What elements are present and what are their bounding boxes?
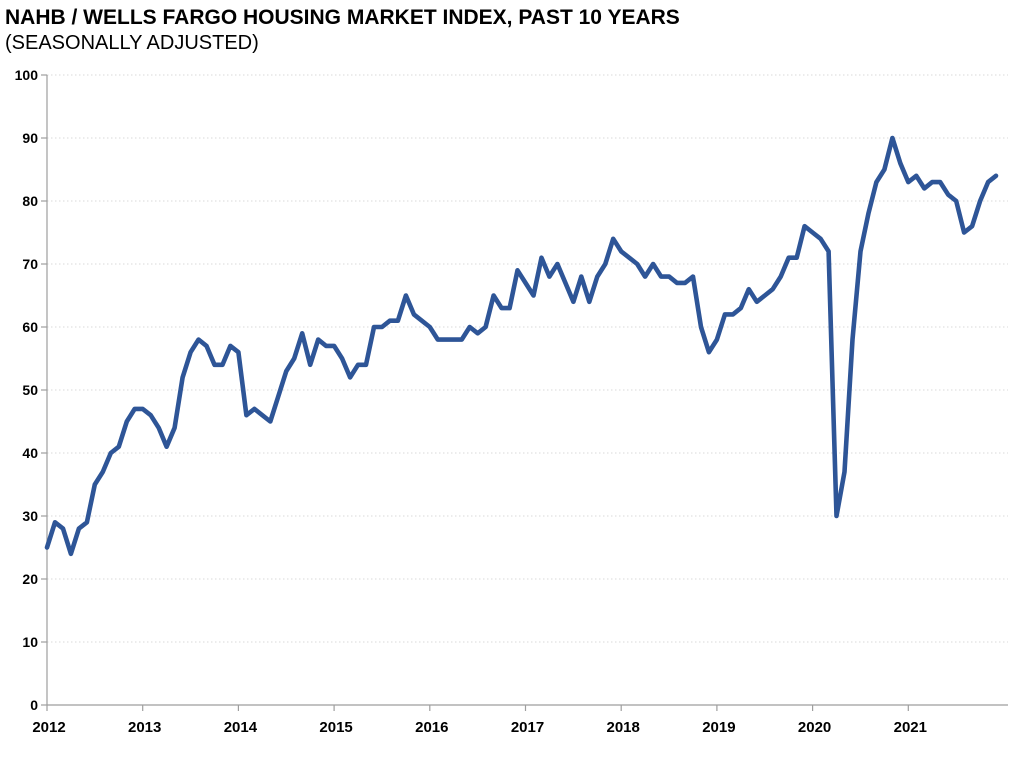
x-tick-label: 2014 xyxy=(224,719,258,736)
x-tick-label: 2013 xyxy=(128,719,161,736)
x-tick-label: 2015 xyxy=(319,719,352,736)
chart-title: NAHB / WELLS FARGO HOUSING MARKET INDEX,… xyxy=(5,6,680,29)
y-tick-label: 70 xyxy=(22,256,38,272)
y-tick-label: 10 xyxy=(22,634,38,650)
x-tick-label: 2019 xyxy=(702,719,735,736)
x-tick-label: 2016 xyxy=(415,719,448,736)
y-tick-label: 30 xyxy=(22,508,38,524)
y-tick-label: 90 xyxy=(22,130,38,146)
y-tick-label: 80 xyxy=(22,193,38,209)
chart-subtitle: (SEASONALLY ADJUSTED) xyxy=(5,32,259,55)
x-tick-label: 2017 xyxy=(511,719,544,736)
y-tick-label: 0 xyxy=(30,697,38,713)
x-tick-label: 2018 xyxy=(607,719,640,736)
y-tick-label: 60 xyxy=(22,319,38,335)
x-tick-label: 2012 xyxy=(32,719,65,736)
y-tick-label: 50 xyxy=(22,382,38,398)
y-tick-label: 40 xyxy=(22,445,38,461)
y-tick-label: 100 xyxy=(15,67,39,83)
chart-header: NAHB / WELLS FARGO HOUSING MARKET INDEX,… xyxy=(5,5,1005,56)
hmi-line-series xyxy=(44,135,999,557)
x-tick-label: 2020 xyxy=(798,719,831,736)
x-tick-label: 2021 xyxy=(894,719,927,736)
y-tick-label: 20 xyxy=(22,571,38,587)
